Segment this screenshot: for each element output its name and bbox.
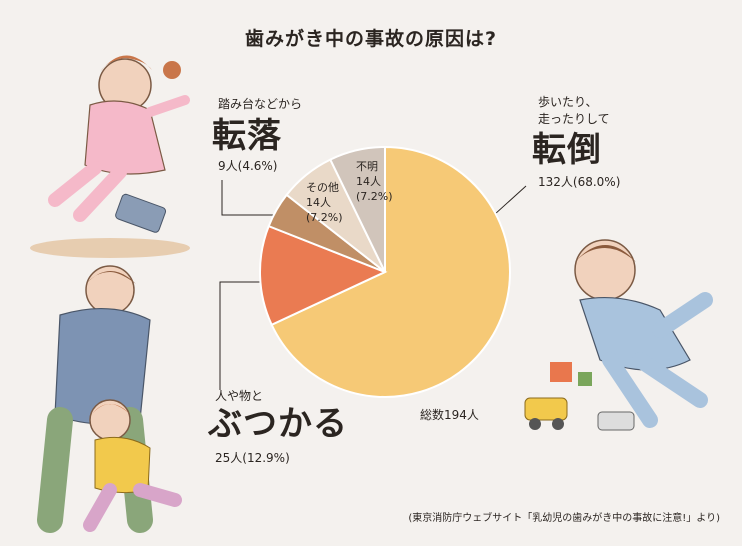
bump-title: ぶつかる <box>208 404 348 444</box>
trip-count: 132人(68.0%) <box>538 175 621 189</box>
pie-slice-0 <box>270 145 511 398</box>
fall-count: 9人(4.6%) <box>218 159 278 173</box>
trip-title: 転倒 <box>532 130 602 170</box>
fall-title: 転落 <box>212 116 282 156</box>
pie-slice-1 <box>259 224 388 327</box>
fall-desc: 踏み台などから <box>218 97 303 111</box>
unknown-slice-label: 不明 14人 (7.2%) <box>356 160 393 203</box>
bump-desc: 人や物と <box>215 389 264 403</box>
collision-illustration <box>37 265 182 533</box>
source-note: (東京消防庁ウェブサイト「乳幼児の歯みがき中の事故に注意!」より) <box>408 513 720 524</box>
trip-desc: 歩いたり、 走ったりして <box>538 95 610 126</box>
page-title: 歯みがき中の事故の原因は? <box>244 28 498 50</box>
other-slice-label: その他 14人 (7.2%) <box>306 181 343 224</box>
total-label: 総数194人 <box>420 408 479 422</box>
tripping-boy-illustration <box>524 239 713 431</box>
bump-count: 25人(12.9%) <box>215 451 290 465</box>
falling-child-illustration <box>30 55 190 258</box>
pie-slice-4 <box>328 145 386 273</box>
